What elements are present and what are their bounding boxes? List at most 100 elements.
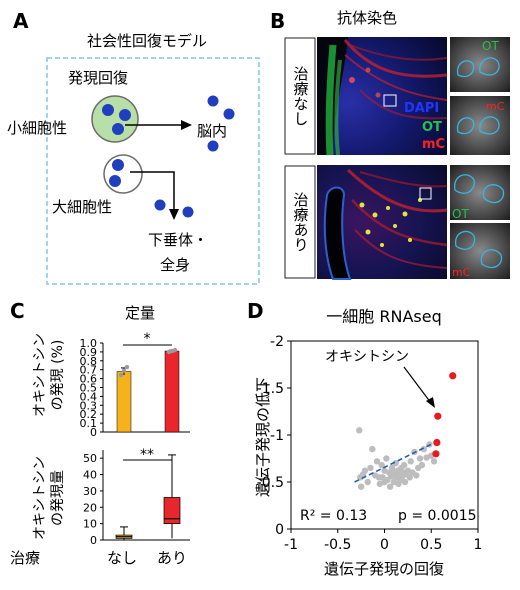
inset-label-ot-2: OT [452,207,469,221]
stain-label-dapi: DAPI [404,101,439,116]
d-annotation: オキシトシン [325,349,409,365]
inset-treated-mc: mC [450,223,510,279]
panel-c: C 定量 オキシトシン の発現 (%) 00.10.20.30.40.50.60… [10,299,190,567]
small-cell-dot [112,123,124,135]
c-bot-ytick-label: 20 [83,501,97,514]
d-point [418,461,426,469]
d-xtick-label: -1 [284,537,298,553]
d-point [388,464,396,472]
d-ytick-label: -1.5 [257,381,284,397]
c-top-ylabel-2: の発現 (%) [50,340,66,411]
brain-dot [207,140,219,152]
row-label-box-untreated [284,37,316,155]
d-point [416,455,424,462]
c-top-datapoint [172,347,178,353]
d-point [369,445,376,453]
c-bot-significance: ** [140,447,154,463]
panel-a: A 社会性回復モデル 発現回復 小細胞性 脳内 大細胞性 下垂体・ 全身 [7,9,260,285]
d-point [420,445,427,453]
inset-untreated-ot: OT [450,37,510,92]
d-point [430,458,438,465]
c-top-ytick-label: 0.4 [80,390,98,403]
d-point [367,464,374,472]
d-ytick-label: -0.5 [257,475,284,491]
c-top-ytick-label: 0.8 [80,355,98,368]
inset-marker-box [419,187,432,200]
large-cell-label: 大細胞性 [52,198,112,216]
d-point [361,467,369,474]
c-bot-ytick-label: 40 [83,469,97,482]
d-point-highlight [432,450,440,458]
d-point [400,461,408,469]
d-point [392,460,399,467]
c-top-ytick-label: 1.0 [80,337,98,350]
c-top-ytick-label: 0.2 [80,408,98,421]
c-category-untreated: なし [107,549,137,567]
stain-label-mc: mC [422,137,445,152]
d-point [357,483,365,490]
c-category-treated: あり [157,549,187,567]
d-point [383,455,390,462]
arrow-to-brain-head [181,120,192,130]
brain-dot [223,108,235,120]
inset-label-ot: OT [482,39,499,53]
d-point [413,472,420,479]
d-point [378,461,385,469]
d-point-highlight [433,438,441,447]
panel-c-letter: C [10,299,25,323]
c-top-ytick-label: 0.5 [80,382,98,395]
pituitary-dot [154,199,166,211]
panel-a-title: 社会性回復モデル [87,32,207,50]
inset-marker-box [383,94,397,107]
large-cell-dot [112,159,124,171]
large-cell-dot [109,175,121,187]
d-point-highlight [434,412,442,420]
panel-b-letter: B [270,9,285,33]
c-bot-ytick-label: 0 [90,534,97,547]
stain-label-ot: OT [422,120,442,135]
c-top-bar [164,350,180,433]
c-bot-ticks: 0 10 20 30 40 50 [83,452,103,547]
c-bot-marks [115,454,181,540]
c-top-ylabel-1: オキシトシン [32,333,48,417]
row-label-treated: 治療あり [292,192,310,252]
c-bot-ytick-label: 10 [83,518,97,531]
chart-expression-rate: オキシトシン の発現 (%) 00.10.20.30.40.50.60.70.8… [32,331,190,439]
c-top-ticks: 00.10.20.30.40.50.60.70.80.91.0 [80,337,103,439]
panel-a-letter: A [13,9,29,33]
c-top-datapoint [121,368,127,373]
panel-b: B 抗体染色 治療なし 治療あり DAPI OT mC [270,9,510,280]
d-point [356,427,363,434]
inset-untreated-mc: mC [450,96,510,155]
d-point [364,478,371,486]
d-marks [354,372,457,490]
brain-label: 脳内 [197,122,227,140]
d-ytick-label: -1 [270,428,284,444]
row-label-box-treated [284,165,316,279]
panel-d-title: 一細胞 RNAseq [326,307,441,326]
small-cell-dot [102,104,114,116]
large-cell-circle [103,154,143,194]
c-x-axis-title: 治療 [10,549,40,567]
inset-label-mc: mC [486,100,505,113]
d-xtick-label: -0.5 [324,537,351,553]
recovery-label: 発現回復 [68,69,128,87]
row-label-untreated: 治療なし [292,66,310,126]
d-point [401,478,409,486]
small-cell-dot [119,109,131,121]
d-ytick-label: 0 [275,522,284,538]
c-bot-ytick-label: 50 [83,452,97,465]
d-xtick-label: 1 [474,537,483,553]
pituitary-label-2: 全身 [160,256,190,274]
inset-label-mc-2: mC [452,266,471,279]
d-annotation-arrow [403,366,432,404]
c-top-bar [116,371,132,433]
d-annotation-arrow-head [426,397,435,408]
d-point-highlight [449,372,457,380]
d-point [407,458,414,465]
panel-c-title: 定量 [125,304,155,322]
c-top-ytick-label: 0 [90,426,97,439]
c-bot-ylabel-1: オキシトシン [32,456,48,540]
chart-expression-amount: オキシトシン の発現量 0 10 20 30 40 50 ** [32,447,190,547]
